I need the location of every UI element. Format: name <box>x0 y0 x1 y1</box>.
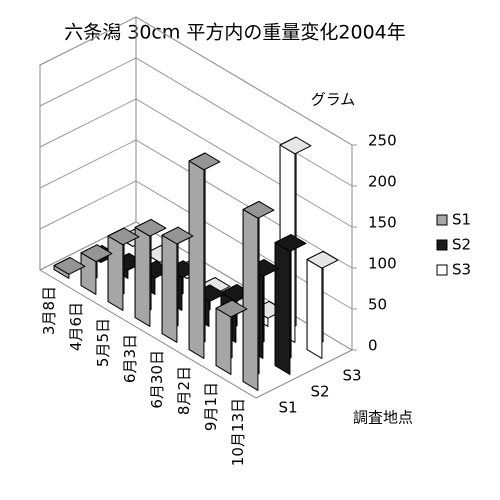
bar <box>242 200 275 391</box>
bar <box>188 152 221 359</box>
x-tick-label: 10月13日 <box>229 398 247 466</box>
y-tick-label: 150 <box>368 214 397 232</box>
bar-top <box>107 227 140 246</box>
y-tick-label: 50 <box>368 296 387 314</box>
bar-top <box>242 200 275 219</box>
legend-swatch <box>436 214 448 226</box>
grid-line <box>39 57 353 187</box>
bar-front <box>306 258 323 359</box>
bar-front <box>188 160 205 359</box>
y-axis-label: グラム <box>311 91 356 109</box>
bar-top <box>80 244 113 263</box>
bar-top <box>188 152 221 171</box>
z-tick-label: S3 <box>342 367 361 385</box>
chart-title: 六条潟 30cm 平方内の重量変化2004年 <box>64 22 406 44</box>
bar-top <box>161 226 194 245</box>
bar <box>53 257 86 279</box>
bar-top <box>215 299 248 318</box>
x-tick-label: 5月5日 <box>94 318 112 367</box>
bar <box>107 227 140 311</box>
bar-top <box>53 257 86 275</box>
x-tick-label: 8月2日 <box>175 366 193 415</box>
bar-front <box>134 226 151 327</box>
y-tick-label: 200 <box>368 173 397 191</box>
bar-front <box>161 234 178 343</box>
x-tick-label: 6月30日 <box>148 350 166 409</box>
y-tick-label: 250 <box>368 132 397 150</box>
legend-swatch <box>436 264 448 276</box>
bar-top <box>134 218 167 237</box>
bar <box>215 299 248 375</box>
bar-top <box>279 136 312 155</box>
x-tick-label: 9月1日 <box>202 382 220 431</box>
bar <box>161 226 194 343</box>
bar-front <box>107 235 124 311</box>
x-tick-label: 4月6日 <box>67 302 85 351</box>
bar <box>274 234 307 375</box>
bar <box>134 218 167 327</box>
y-tick-label: 100 <box>368 255 397 273</box>
bar <box>80 244 113 295</box>
legend-swatch <box>436 239 448 251</box>
legend-label: S1 <box>452 211 471 229</box>
grid-line <box>39 16 353 146</box>
bar-front <box>242 208 259 391</box>
z-tick-label: S1 <box>278 399 297 417</box>
bar-top <box>274 234 307 252</box>
y-tick-label: 0 <box>368 337 378 355</box>
legend-label: S2 <box>452 236 471 254</box>
bar <box>306 250 339 359</box>
x-tick-label: 3月8日 <box>40 286 58 335</box>
x-tick-label: 6月3日 <box>121 334 139 383</box>
z-axis-label: 調査地点 <box>353 409 413 427</box>
bar-front <box>215 307 232 375</box>
z-tick-label: S2 <box>310 383 329 401</box>
legend-label: S3 <box>452 261 471 279</box>
bar-top <box>306 250 339 269</box>
bar-front <box>274 242 291 375</box>
